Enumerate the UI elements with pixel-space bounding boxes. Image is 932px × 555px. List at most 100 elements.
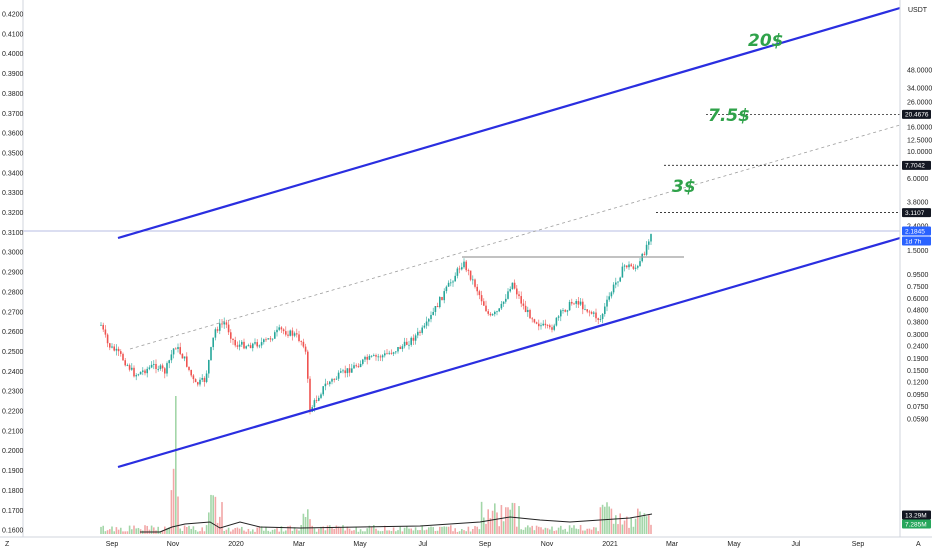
candle-body — [518, 294, 520, 297]
candle-body — [549, 325, 551, 328]
volume-bar — [401, 531, 404, 534]
left-axis-tick-label: 0.2800 — [2, 289, 24, 296]
price-tag-label: 3.1107 — [905, 210, 925, 217]
volume-layer — [100, 396, 653, 534]
candle-body — [216, 329, 219, 331]
left-axis-tick-label: 0.3800 — [2, 91, 24, 98]
price-tag — [902, 109, 931, 119]
volume-bar — [483, 517, 485, 534]
time-axis-tick-label: 2021 — [602, 541, 618, 548]
volume-moving-average — [140, 513, 653, 533]
candle-body — [386, 353, 388, 355]
candle-body — [307, 351, 309, 379]
candle-body — [234, 339, 236, 346]
volume-bar — [568, 525, 571, 534]
candle-body — [150, 364, 153, 368]
volume-bar — [219, 516, 221, 534]
candle-body — [276, 329, 278, 333]
candle-body — [432, 311, 434, 315]
candle-body — [408, 344, 410, 346]
left-axis-tick-label: 0.2400 — [2, 369, 24, 376]
candle-body — [450, 282, 452, 284]
left-axis-tick-label: 0.3500 — [2, 150, 24, 157]
candle-body — [186, 356, 188, 367]
volume-bar — [282, 531, 285, 534]
candle-body — [419, 331, 421, 333]
volume-bar — [159, 531, 162, 534]
candle-body — [331, 379, 333, 382]
volume-bar — [293, 527, 296, 534]
volume-bar — [496, 512, 498, 534]
volume-bar — [478, 529, 481, 534]
volume-bar — [485, 523, 487, 534]
candle-body — [300, 341, 302, 342]
candle-body — [126, 365, 129, 366]
time-axis-tick-label: Nov — [167, 541, 180, 548]
price-tag — [902, 510, 931, 520]
candle-body — [381, 355, 384, 358]
candle-body — [472, 279, 474, 281]
candle-body — [414, 335, 417, 341]
volume-bar — [509, 509, 511, 534]
candle-body — [645, 244, 648, 255]
volume-bar — [410, 528, 412, 534]
candle-body — [142, 370, 144, 372]
candle-body — [582, 301, 584, 310]
candle-body — [166, 363, 168, 374]
candle-body — [324, 383, 327, 387]
volume-bar — [170, 490, 173, 534]
candle-body — [621, 266, 624, 278]
candle-body — [439, 297, 441, 308]
volume-bar — [137, 527, 140, 534]
volume-bar — [463, 530, 465, 534]
volume-bar — [315, 531, 318, 534]
candle-body — [593, 312, 595, 314]
volume-bar — [461, 528, 463, 534]
candle-body — [302, 341, 305, 347]
candle-body — [527, 309, 529, 313]
volume-bar — [425, 529, 428, 534]
candle-body — [505, 298, 507, 302]
volume-bar — [564, 528, 566, 534]
candle-body — [263, 339, 265, 343]
volume-bar — [249, 531, 252, 534]
volume-bar — [441, 526, 443, 534]
right-axis-tick-label: 1.5000 — [907, 248, 929, 255]
volume-bar — [102, 525, 104, 534]
left-axis-tick-label: 0.3900 — [2, 71, 24, 78]
candle-body — [430, 314, 432, 320]
volume-bar — [353, 530, 355, 534]
volume-bar — [120, 527, 122, 534]
volume-bar — [648, 515, 650, 534]
candle-body — [375, 355, 377, 357]
volume-bar — [489, 518, 492, 534]
candle-body — [344, 370, 346, 374]
volume-bar — [311, 525, 313, 534]
candle-body — [164, 368, 166, 374]
volume-bar — [287, 526, 289, 534]
volume-bar — [513, 503, 516, 534]
volume-bar — [247, 528, 250, 534]
candle-body — [483, 301, 485, 306]
candle-body — [502, 301, 505, 304]
candle-body — [520, 296, 522, 304]
candle-body — [364, 356, 366, 360]
volume-bar — [542, 529, 544, 534]
volume-bar — [494, 503, 496, 534]
candle-body — [564, 310, 566, 312]
volume-bar — [384, 525, 386, 534]
candle-body — [225, 322, 228, 325]
candle-body — [390, 352, 393, 354]
candle-body — [573, 303, 575, 305]
volume-bar — [562, 529, 564, 534]
candle-body — [485, 305, 487, 312]
volume-bar — [302, 513, 305, 534]
candle-body — [579, 301, 582, 305]
volume-bar — [544, 527, 547, 534]
candle-body — [403, 341, 406, 347]
volume-bar — [377, 530, 379, 534]
candle-body — [265, 339, 267, 341]
candle-body — [287, 334, 289, 336]
volume-bar — [458, 531, 461, 534]
